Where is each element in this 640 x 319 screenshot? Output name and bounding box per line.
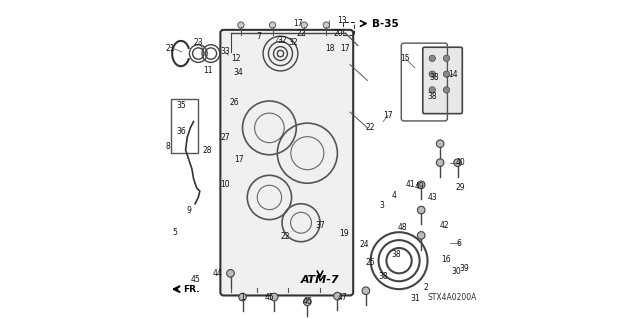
Circle shape [429,55,435,62]
Text: 22: 22 [280,233,290,241]
Text: 8: 8 [166,142,171,151]
Text: 46: 46 [303,297,312,306]
Circle shape [436,159,444,167]
Circle shape [417,181,425,189]
Text: 2: 2 [424,283,428,292]
Circle shape [238,22,244,28]
Text: 45: 45 [264,293,275,301]
Text: 38: 38 [391,250,401,259]
Circle shape [436,140,444,147]
Text: 4: 4 [392,191,397,200]
Text: ATM-7: ATM-7 [301,275,339,285]
Text: 12: 12 [232,54,241,63]
Circle shape [269,22,276,28]
Text: 45: 45 [190,275,200,284]
Bar [171,100,198,153]
Circle shape [429,87,435,93]
Text: 22: 22 [296,28,306,38]
Text: 38: 38 [378,272,388,281]
Text: 23: 23 [193,38,203,47]
Circle shape [270,293,278,301]
Text: 7: 7 [256,32,260,41]
Text: 32: 32 [288,38,298,47]
Text: 14: 14 [448,70,458,78]
Text: 19: 19 [339,229,349,238]
Circle shape [417,206,425,214]
Circle shape [417,232,425,239]
Text: 38: 38 [429,73,438,82]
Text: 17: 17 [383,111,393,120]
Text: 11: 11 [203,66,212,76]
Text: 40: 40 [456,158,465,167]
Text: 18: 18 [324,44,334,53]
Circle shape [454,159,461,167]
Text: 47: 47 [337,293,347,301]
Text: 48: 48 [397,223,407,232]
Circle shape [444,87,450,93]
Text: 41: 41 [405,180,415,189]
Circle shape [429,71,435,77]
Circle shape [301,22,307,28]
Text: 5: 5 [172,228,177,237]
FancyBboxPatch shape [423,47,462,114]
Circle shape [333,292,341,300]
Text: 17: 17 [340,44,350,53]
Text: 38: 38 [428,92,437,101]
Text: 39: 39 [459,264,468,273]
Text: 30: 30 [451,267,461,276]
Text: 29: 29 [456,183,465,192]
Text: 9: 9 [186,206,191,215]
Circle shape [303,298,311,306]
Circle shape [444,71,450,77]
Circle shape [323,22,330,28]
Text: 10: 10 [220,180,230,189]
Text: 32: 32 [277,36,287,45]
Text: 20: 20 [333,28,343,38]
Bar [343,22,354,34]
Text: 31: 31 [410,294,420,303]
Circle shape [362,287,370,294]
Text: 44: 44 [212,269,222,278]
Text: 6: 6 [457,239,461,248]
Text: 13: 13 [337,16,347,25]
Text: STX4A0200A: STX4A0200A [428,293,477,301]
Text: 15: 15 [401,54,410,63]
Text: 25: 25 [366,258,376,267]
Text: 17: 17 [293,19,303,28]
Text: 27: 27 [220,133,230,142]
Text: 34: 34 [233,68,243,77]
Text: 33: 33 [220,48,230,56]
Text: 1: 1 [240,293,245,301]
Text: FR.: FR. [184,285,200,294]
Text: 24: 24 [360,241,369,249]
FancyBboxPatch shape [220,30,353,295]
Text: 42: 42 [440,221,450,230]
Circle shape [239,293,246,301]
Text: 22: 22 [366,123,375,132]
Text: 21: 21 [166,44,175,53]
Text: B-35: B-35 [372,19,399,28]
Text: 28: 28 [203,145,212,154]
Text: 17: 17 [234,155,244,164]
Text: 43: 43 [428,193,437,202]
Text: 35: 35 [176,101,186,110]
Text: 36: 36 [176,127,186,136]
Text: 49: 49 [415,182,424,191]
Text: 26: 26 [230,98,239,107]
Text: 3: 3 [380,201,384,210]
Circle shape [227,270,234,277]
Circle shape [444,55,450,62]
Text: 37: 37 [315,221,325,230]
Text: 16: 16 [442,255,451,263]
